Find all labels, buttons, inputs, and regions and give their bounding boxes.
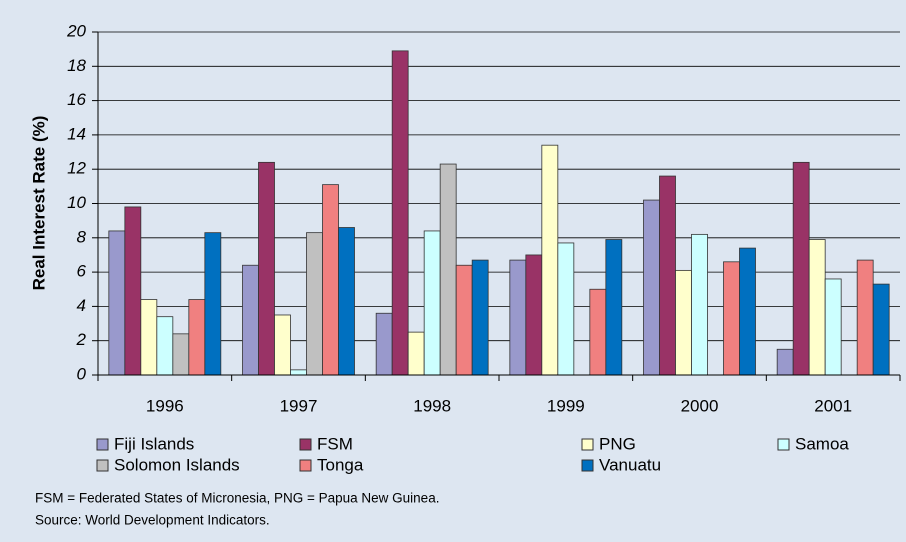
bar bbox=[407, 331, 425, 376]
bar bbox=[124, 206, 142, 376]
bar bbox=[471, 259, 489, 376]
bar bbox=[824, 278, 842, 376]
x-tick-label: 2000 bbox=[681, 396, 719, 415]
bar bbox=[204, 232, 222, 376]
x-tick-label: 2001 bbox=[814, 396, 852, 415]
note: Source: World Development Indicators. bbox=[35, 513, 270, 528]
x-tick-label: 1999 bbox=[547, 396, 585, 415]
note: FSM = Federated States of Micronesia, PN… bbox=[35, 491, 439, 506]
legend-swatch bbox=[581, 438, 594, 451]
bar bbox=[739, 247, 756, 376]
legend-label: Solomon Islands bbox=[114, 455, 240, 474]
bar bbox=[156, 316, 174, 376]
legend-label: Tonga bbox=[317, 455, 364, 474]
legend-label: Vanuatu bbox=[599, 455, 661, 474]
bar bbox=[455, 264, 473, 376]
bar bbox=[872, 283, 890, 376]
legend-label: PNG bbox=[599, 434, 636, 453]
y-tick-label: 8 bbox=[77, 227, 87, 246]
y-tick-label: 2 bbox=[76, 330, 87, 349]
bar bbox=[691, 233, 708, 376]
bar bbox=[723, 261, 740, 376]
bar bbox=[242, 264, 259, 376]
bar bbox=[391, 50, 409, 376]
bar bbox=[525, 254, 543, 376]
y-tick-label: 14 bbox=[67, 124, 86, 143]
bar bbox=[290, 369, 307, 376]
bar bbox=[172, 333, 190, 376]
bar bbox=[322, 184, 339, 376]
bar bbox=[108, 230, 126, 376]
bar bbox=[776, 348, 794, 376]
bar bbox=[338, 227, 355, 376]
bar bbox=[274, 314, 291, 376]
legend-swatch bbox=[96, 459, 109, 472]
bar bbox=[659, 175, 676, 376]
bar bbox=[675, 269, 692, 376]
bar bbox=[509, 259, 527, 376]
bar bbox=[306, 232, 323, 376]
bar bbox=[557, 242, 575, 376]
y-tick-label: 0 bbox=[77, 364, 87, 383]
bar bbox=[605, 239, 623, 376]
bar bbox=[375, 312, 393, 376]
y-tick-label: 12 bbox=[67, 159, 86, 178]
legend-swatch bbox=[299, 438, 312, 451]
bar bbox=[792, 161, 810, 376]
bar bbox=[423, 230, 441, 376]
y-tick-label: 20 bbox=[66, 21, 86, 40]
bar bbox=[643, 199, 660, 376]
y-tick-label: 16 bbox=[67, 90, 86, 109]
bar bbox=[439, 163, 457, 376]
legend-label: FSM bbox=[317, 434, 353, 453]
bar bbox=[808, 239, 826, 376]
bar bbox=[258, 161, 275, 376]
legend-swatch bbox=[581, 459, 594, 472]
y-tick-label: 4 bbox=[77, 296, 86, 315]
y-axis-label: Real Interest Rate (%) bbox=[29, 116, 48, 291]
legend-label: Fiji Islands bbox=[114, 434, 194, 453]
legend-swatch bbox=[96, 438, 109, 451]
legend-label: Samoa bbox=[795, 434, 849, 453]
bar bbox=[541, 144, 559, 376]
bar bbox=[856, 259, 874, 376]
legend-swatch bbox=[777, 438, 790, 451]
x-tick-label: 1997 bbox=[280, 396, 318, 415]
legend-swatch bbox=[299, 459, 312, 472]
y-tick-label: 10 bbox=[67, 193, 86, 212]
bar bbox=[140, 299, 158, 376]
x-tick-label: 1996 bbox=[146, 396, 184, 415]
y-tick-label: 6 bbox=[77, 262, 87, 281]
bar bbox=[589, 288, 607, 376]
bar bbox=[188, 299, 206, 376]
x-tick-label: 1998 bbox=[413, 396, 451, 415]
y-tick-label: 18 bbox=[67, 56, 86, 75]
